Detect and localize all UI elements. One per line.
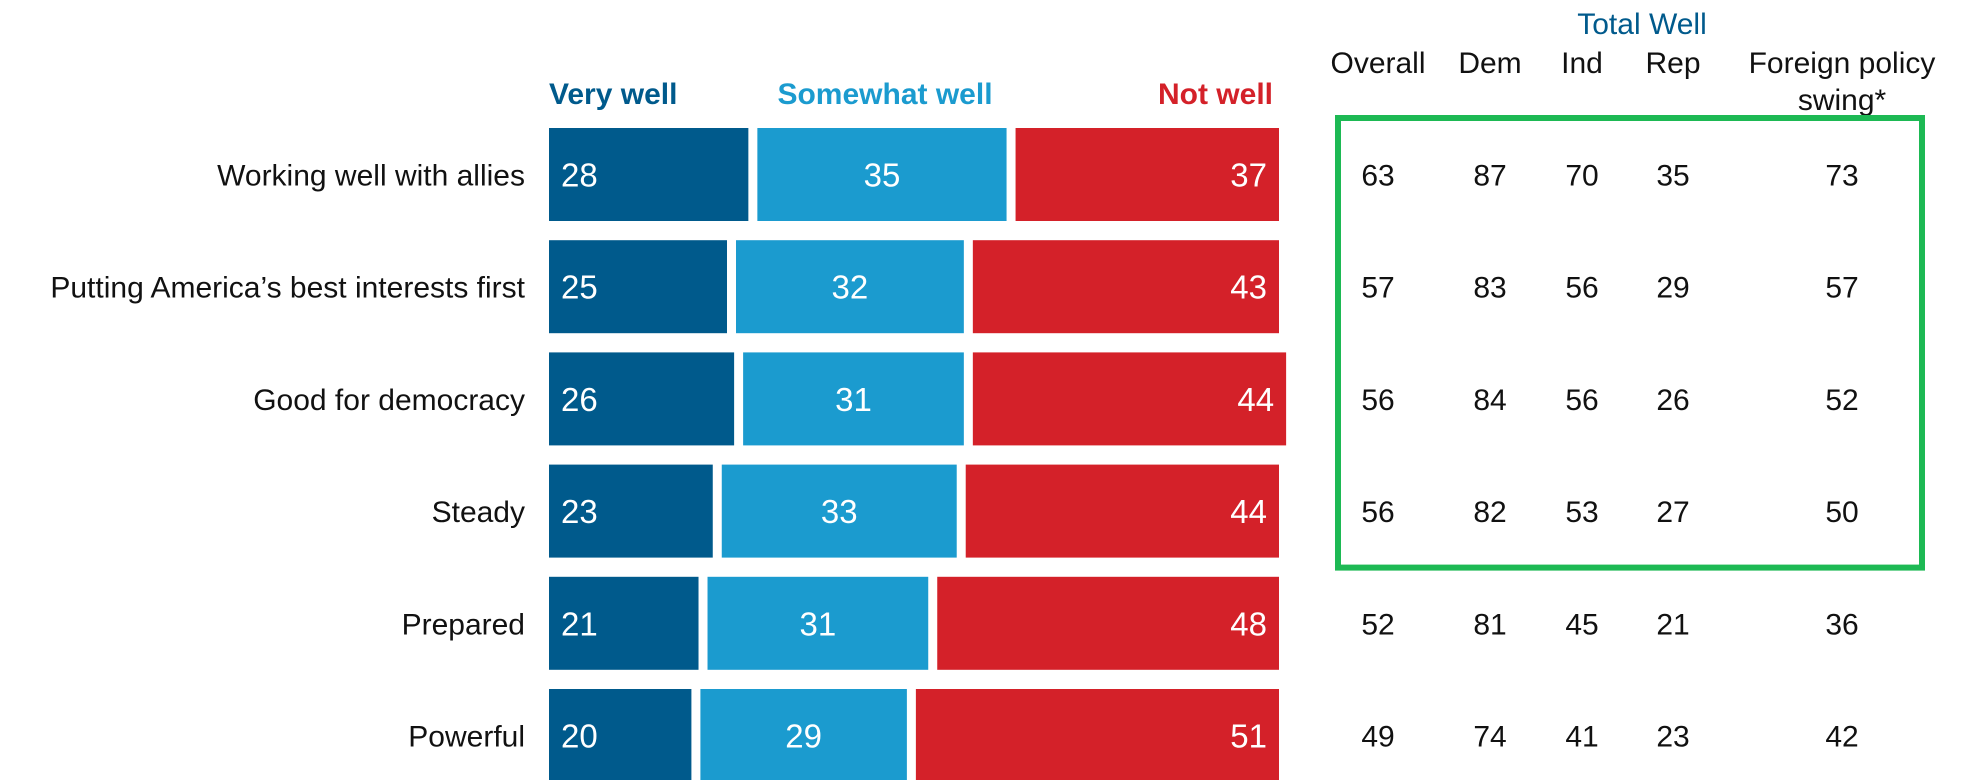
bar-value-label: 31	[800, 605, 837, 642]
table-cell: 84	[1473, 384, 1506, 417]
table-cell: 56	[1361, 496, 1394, 529]
category-label: Powerful	[408, 721, 525, 754]
table-cell: 56	[1565, 272, 1598, 305]
bar-very-well	[549, 352, 735, 446]
table-cell: 27	[1656, 496, 1689, 529]
bar-somewhat-well	[721, 464, 957, 558]
table-column-header: swing*	[1798, 84, 1887, 117]
bar-value-label: 51	[1230, 718, 1267, 755]
table-cell: 49	[1361, 721, 1394, 754]
category-label: Prepared	[402, 608, 525, 641]
table-cell: 35	[1656, 160, 1689, 193]
table-cell: 53	[1565, 496, 1598, 529]
bar-somewhat-well	[700, 689, 907, 780]
bar-value-label: 32	[832, 269, 869, 306]
table-cell: 74	[1473, 721, 1506, 754]
table-cell: 87	[1473, 160, 1506, 193]
bar-very-well	[549, 689, 692, 780]
bar-somewhat-well	[707, 576, 929, 670]
bar-not-well	[915, 689, 1279, 780]
table-column-header: Dem	[1458, 47, 1521, 80]
table-cell: 56	[1361, 384, 1394, 417]
bar-somewhat-well	[757, 128, 1007, 221]
category-label: Putting America’s best interests first	[50, 272, 525, 305]
bar-not-well	[972, 240, 1279, 334]
bar-value-label: 48	[1230, 605, 1267, 642]
table-cell: 82	[1473, 496, 1506, 529]
highlight-box	[1335, 115, 1925, 571]
table-cell: 57	[1361, 272, 1394, 305]
table-cell: 42	[1825, 721, 1858, 754]
table-group-title: Total Well	[1577, 8, 1707, 41]
bar-value-label: 25	[561, 269, 598, 306]
table-cell: 36	[1825, 608, 1858, 641]
bar-value-label: 44	[1237, 381, 1274, 418]
bar-somewhat-well	[736, 240, 964, 334]
table-cell: 41	[1565, 721, 1598, 754]
table-column-header: Overall	[1330, 47, 1425, 80]
table-cell: 21	[1656, 608, 1689, 641]
bar-somewhat-well	[743, 352, 964, 446]
bar-value-label: 43	[1230, 269, 1267, 306]
bar-not-well	[937, 576, 1279, 670]
legend-very-well: Very well	[549, 78, 677, 111]
bar-very-well	[549, 464, 713, 558]
bar-value-label: 28	[561, 157, 598, 194]
table-cell: 73	[1825, 160, 1858, 193]
category-label: Steady	[432, 496, 525, 529]
bar-value-label: 35	[864, 157, 901, 194]
table-cell: 29	[1656, 272, 1689, 305]
table-cell: 57	[1825, 272, 1858, 305]
bar-value-label: 33	[821, 493, 858, 530]
bar-value-label: 31	[835, 381, 872, 418]
bar-very-well	[549, 576, 699, 670]
table-cell: 83	[1473, 272, 1506, 305]
bar-very-well	[549, 128, 749, 221]
table-column-header: Foreign policy	[1749, 47, 1936, 80]
bar-value-label: 44	[1230, 493, 1267, 530]
table-cell: 26	[1656, 384, 1689, 417]
legend-somewhat-well: Somewhat well	[777, 78, 992, 111]
bar-value-label: 29	[785, 718, 822, 755]
table-cell: 52	[1361, 608, 1394, 641]
table-cell: 56	[1565, 384, 1598, 417]
table-cell: 70	[1565, 160, 1598, 193]
bar-value-label: 23	[561, 493, 598, 530]
category-label: Good for democracy	[253, 384, 525, 417]
bar-value-label: 26	[561, 381, 598, 418]
bar-not-well	[965, 464, 1279, 558]
bar-value-label: 37	[1230, 157, 1267, 194]
table-column-header: Rep	[1645, 47, 1700, 80]
table-cell: 52	[1825, 384, 1858, 417]
bar-not-well	[1015, 128, 1279, 221]
bar-value-label: 21	[561, 605, 598, 642]
table-cell: 63	[1361, 160, 1394, 193]
legend-not-well: Not well	[1158, 78, 1273, 111]
bar-very-well	[549, 240, 727, 334]
bar-not-well	[972, 352, 1287, 446]
table-cell: 81	[1473, 608, 1506, 641]
table-cell: 45	[1565, 608, 1598, 641]
bar-value-label: 20	[561, 718, 598, 755]
table-column-header: Ind	[1561, 47, 1603, 80]
table-cell: 23	[1656, 721, 1689, 754]
table-cell: 50	[1825, 496, 1858, 529]
category-label: Working well with allies	[217, 160, 525, 193]
